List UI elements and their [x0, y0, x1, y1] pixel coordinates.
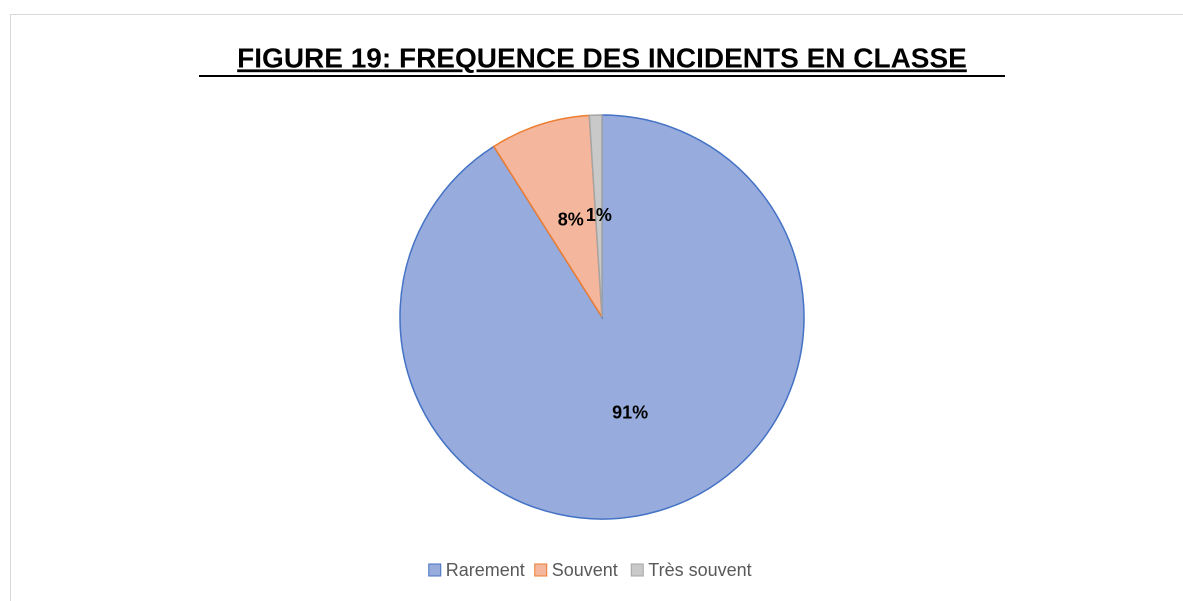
data-label: 91% [612, 403, 648, 423]
legend-swatch [428, 563, 442, 577]
legend-label: Souvent [552, 560, 618, 580]
pie-slice [492, 114, 603, 318]
data-label: 8% [558, 210, 584, 230]
legend-swatch [534, 563, 548, 577]
data-label: 1% [586, 205, 612, 225]
legend-label: Très souvent [648, 560, 751, 580]
pie-slice [588, 114, 603, 318]
legend-label: Rarement [446, 560, 525, 580]
legend-swatch [630, 563, 644, 577]
chart-title: FIGURE 19: FREQUENCE DES INCIDENTS EN CL… [237, 42, 967, 73]
